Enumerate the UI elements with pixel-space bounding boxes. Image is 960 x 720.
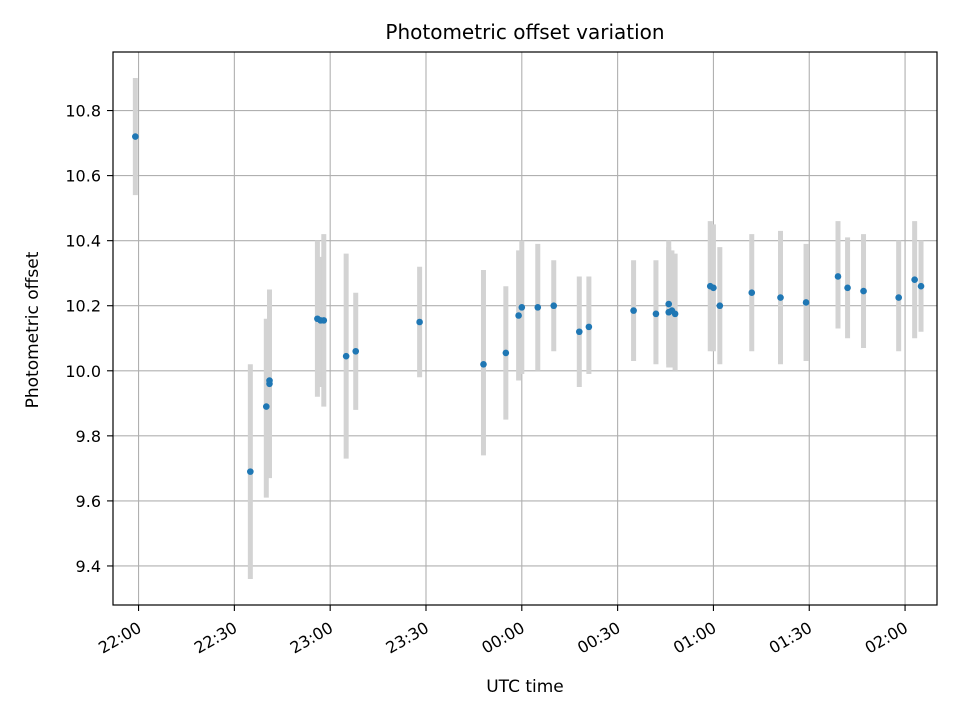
data-point xyxy=(247,468,254,475)
data-point xyxy=(802,299,810,306)
data-point xyxy=(710,284,717,292)
y-tick-label: 9.4 xyxy=(76,557,101,576)
data-point xyxy=(342,352,350,360)
y-tick-label: 9.6 xyxy=(76,492,101,511)
data-points xyxy=(132,133,925,475)
data-point xyxy=(860,287,867,295)
data-point xyxy=(515,312,522,319)
data-point xyxy=(671,310,679,318)
data-point xyxy=(352,347,360,355)
data-point xyxy=(534,304,542,311)
data-point xyxy=(502,349,510,357)
data-point xyxy=(911,276,918,284)
data-point xyxy=(917,282,925,290)
data-point xyxy=(716,302,724,310)
data-point xyxy=(630,307,637,314)
data-point xyxy=(777,294,784,301)
data-point xyxy=(665,300,673,308)
y-tick-label: 10.8 xyxy=(65,102,101,121)
data-point xyxy=(895,294,902,301)
y-axis-title: Photometric offset xyxy=(23,251,43,408)
data-point xyxy=(550,302,558,310)
y-tick-label: 10.2 xyxy=(65,297,101,316)
y-tick-label: 9.8 xyxy=(76,427,101,446)
data-point xyxy=(834,273,842,280)
data-point xyxy=(263,403,270,410)
data-point xyxy=(748,289,756,297)
data-point xyxy=(585,323,593,331)
data-point xyxy=(480,360,487,368)
y-axis: 9.4 9.6 9.8 10.0 10.2 10.4 10.6 10.8 xyxy=(65,102,113,576)
data-point xyxy=(320,317,328,324)
data-point xyxy=(575,328,583,336)
y-tick-label: 10.4 xyxy=(65,232,101,251)
data-point xyxy=(132,133,139,140)
data-point xyxy=(266,377,273,384)
data-point xyxy=(844,284,851,292)
data-point xyxy=(518,304,526,311)
data-point xyxy=(652,310,660,318)
data-point xyxy=(416,318,423,326)
chart-title: Photometric offset variation xyxy=(385,20,664,44)
y-tick-label: 10.0 xyxy=(65,362,101,381)
y-tick-label: 10.6 xyxy=(65,167,101,186)
x-axis-title: UTC time xyxy=(486,677,564,697)
plot-frame xyxy=(112,51,938,606)
